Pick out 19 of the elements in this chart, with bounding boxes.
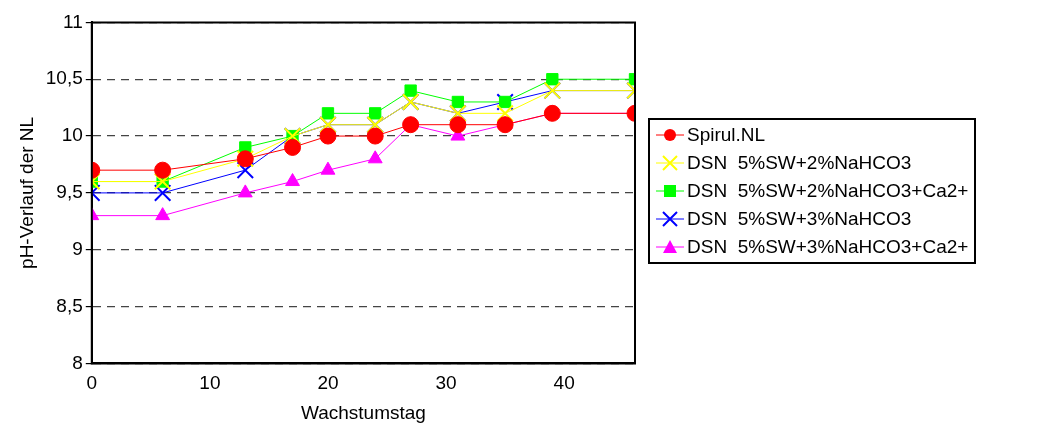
y-tick-label: 10 — [61, 124, 83, 146]
legend-label: Spirul.NL — [687, 123, 766, 146]
x-tick-label: 40 — [553, 372, 575, 394]
y-tick-label: 8,5 — [56, 294, 83, 316]
legend-label: DSN 5%SW+2%NaHCO3+Ca2+ — [687, 179, 969, 202]
x-tick-label: 30 — [435, 372, 457, 394]
y-tick-label: 10,5 — [45, 67, 83, 89]
x-tick-label: 0 — [86, 372, 98, 394]
y-tick-label: 9 — [72, 237, 83, 259]
x-tick-label: 20 — [317, 372, 339, 394]
legend-label: DSN 5%SW+3%NaHCO3 — [687, 207, 912, 230]
y-axis-title: pH-Verlauf der NL — [15, 116, 37, 269]
y-tick-label: 9,5 — [56, 181, 83, 203]
x-axis-title: Wachstumstag — [300, 401, 426, 423]
y-tick-label: 8 — [72, 351, 83, 373]
x-tick-label: 10 — [199, 372, 221, 394]
legend-label: DSN 5%SW+3%NaHCO3+Ca2+ — [687, 235, 969, 258]
legend-label: DSN 5%SW+2%NaHCO3 — [687, 151, 912, 174]
y-tick-label: 11 — [63, 10, 83, 32]
